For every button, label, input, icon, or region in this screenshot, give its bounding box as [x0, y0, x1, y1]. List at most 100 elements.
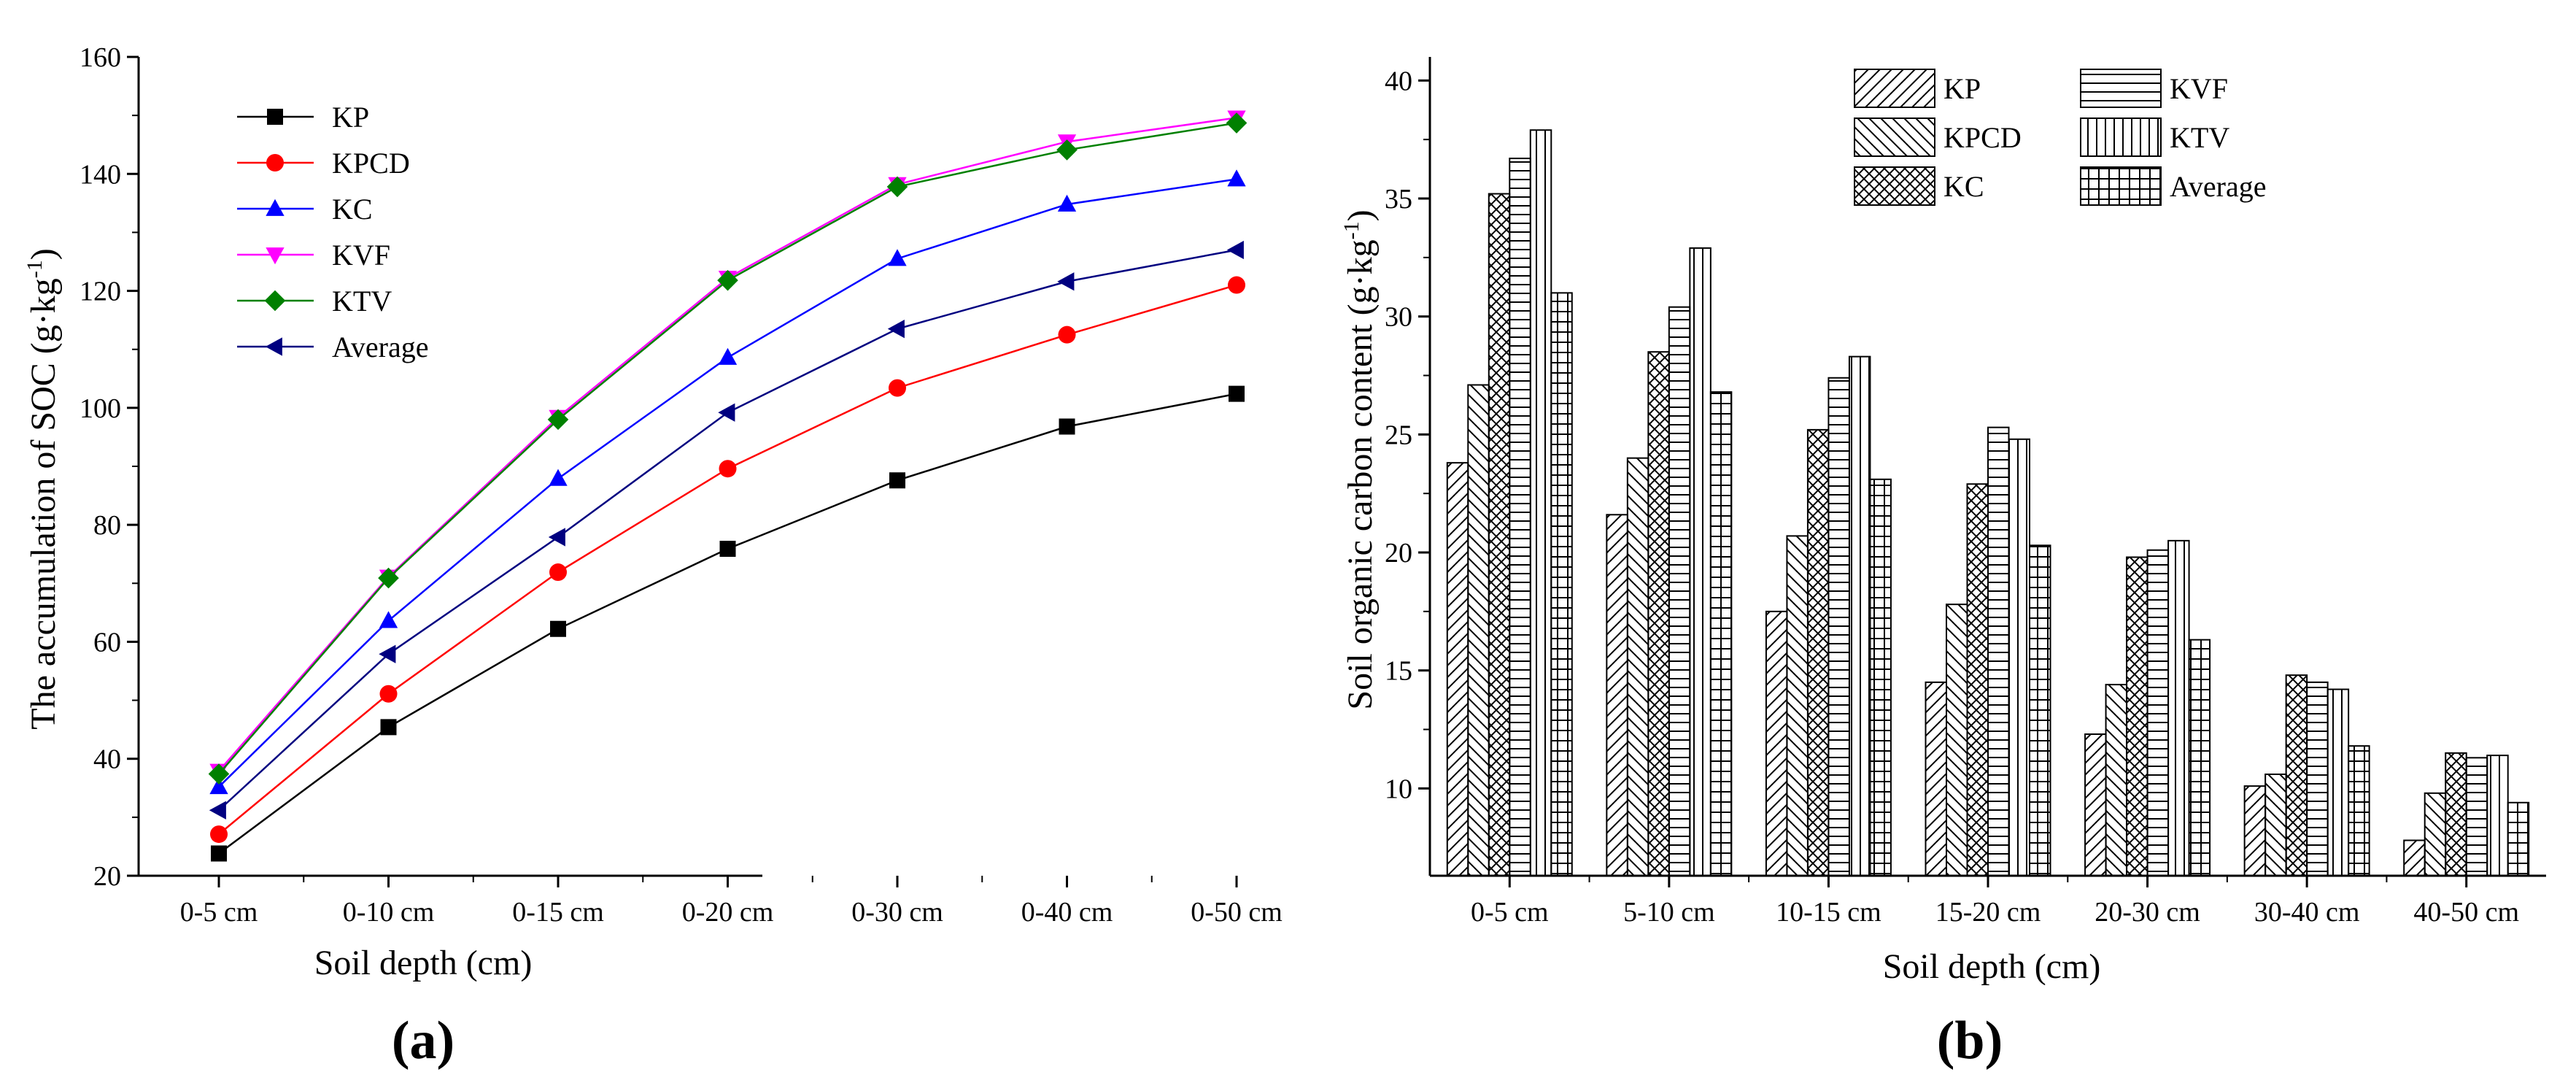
- bar-average: [2348, 745, 2370, 876]
- data-point-kc: [1227, 169, 1246, 187]
- chart-b-x-tick-label: 30-40 cm: [2254, 897, 2360, 928]
- legend-marker-kc: [266, 199, 285, 216]
- data-point-kp: [889, 472, 905, 489]
- bar-kp: [1446, 462, 1469, 876]
- chart-a-x-tick-label: 0-15 cm: [512, 897, 604, 928]
- chart-b-y-tick-label: 20: [1385, 538, 1412, 569]
- chart-b-panel-label: (b): [1937, 1011, 2003, 1071]
- chart-a-y-axis-title: The accumulation of SOC (g·kg-1): [23, 248, 63, 730]
- data-point-kpcd: [889, 379, 906, 397]
- chart-b-marks: [1446, 129, 2530, 877]
- legend-label-average: Average: [2170, 170, 2267, 203]
- data-point-kp: [1059, 418, 1075, 435]
- legend-swatch-kp: [1854, 69, 1935, 108]
- data-point-kc: [1057, 194, 1077, 212]
- data-point-average: [887, 320, 905, 339]
- bar-kc: [2285, 674, 2308, 876]
- chart-a-y-tick-label: 100: [80, 393, 121, 424]
- bar-ktv: [2486, 755, 2509, 876]
- data-point-kp: [550, 620, 566, 637]
- chart-a-y-tick-label: 60: [93, 627, 121, 658]
- data-point-kc: [888, 249, 907, 266]
- legend-label-kp: KP: [332, 101, 369, 134]
- data-point-ktv: [717, 269, 738, 291]
- bar-kpcd: [2264, 773, 2287, 876]
- chart-b-x-tick-label: 0-5 cm: [1471, 897, 1549, 928]
- bar-kvf: [1509, 158, 1531, 876]
- data-point-average: [548, 528, 565, 547]
- bar-kp: [1765, 610, 1788, 876]
- legend-marker-kp: [267, 109, 283, 125]
- bar-ktv: [1529, 129, 1552, 876]
- data-point-kc: [549, 469, 568, 486]
- chart-b-x-tick-label: 15-20 cm: [1935, 897, 2041, 928]
- data-point-kc: [209, 776, 228, 795]
- bar-average: [1550, 292, 1573, 876]
- data-point-kp: [719, 541, 736, 558]
- bar-kp: [2403, 839, 2426, 876]
- chart-b-legend: KP KPCD KC KVF KTV Average: [1854, 69, 2267, 206]
- chart-a-y-tick-label: 140: [80, 159, 121, 190]
- bar-average: [1869, 478, 1892, 876]
- bar-kp: [1606, 514, 1628, 876]
- chart-a-x-tick-label: 0-10 cm: [343, 897, 435, 928]
- legend-label-kc: KC: [1943, 170, 1984, 203]
- legend-marker-average: [265, 337, 282, 356]
- data-point-kc: [718, 347, 738, 365]
- chart-b-y-tick-label: 40: [1385, 66, 1412, 96]
- legend-swatch-kpcd: [1854, 117, 1935, 157]
- bar-kvf: [2465, 757, 2488, 876]
- data-point-kpcd: [549, 563, 567, 582]
- chart-a-y-tick-label: 120: [80, 277, 121, 307]
- bar-kp: [2243, 785, 2267, 876]
- bar-kpcd: [2424, 792, 2447, 876]
- legend-marker-kpcd: [266, 154, 284, 171]
- bar-kp: [2084, 733, 2107, 877]
- bar-average: [2029, 544, 2051, 876]
- bar-ktv: [2326, 688, 2350, 876]
- bar-kpcd: [1626, 457, 1649, 876]
- data-point-kpcd: [1058, 325, 1076, 344]
- data-point-average: [1057, 272, 1075, 291]
- bar-average: [1709, 391, 1733, 876]
- chart-b-y-axis-title: Soil organic carbon content (g·kg-1): [1339, 209, 1380, 709]
- bar-kc: [2126, 556, 2148, 877]
- legend-swatch-kc: [1854, 166, 1935, 206]
- chart-a-legend: KP KPCD KC KVF KTV Average: [237, 101, 429, 363]
- data-point-average: [379, 644, 396, 663]
- bar-ktv: [2167, 539, 2190, 876]
- legend-swatch-average: [2080, 166, 2162, 206]
- legend-label-kp: KP: [1943, 72, 1981, 105]
- bar-ktv: [1848, 355, 1871, 877]
- data-point-ktv: [1056, 139, 1078, 161]
- chart-b-y-tick-label: 15: [1385, 656, 1412, 687]
- legend-label-kvf: KVF: [2170, 72, 2228, 105]
- data-point-ktv: [378, 567, 399, 589]
- bar-kpcd: [1946, 604, 1968, 877]
- data-point-ktv: [547, 409, 569, 431]
- bar-kc: [1966, 483, 1989, 876]
- bar-kc: [2445, 752, 2467, 877]
- bar-kc: [1806, 428, 1830, 876]
- legend-marker-kvf: [266, 247, 285, 265]
- legend-label-kc: KC: [332, 193, 373, 226]
- chart-a-y-tick-label: 20: [93, 861, 121, 892]
- legend-label-kpcd: KPCD: [332, 147, 410, 180]
- bar-average: [2188, 639, 2211, 876]
- chart-a-y-tick-label: 160: [80, 42, 121, 73]
- data-point-kpcd: [1228, 276, 1245, 294]
- bar-kvf: [1987, 426, 2010, 876]
- bar-kpcd: [1786, 535, 1809, 876]
- bar-ktv: [1689, 247, 1711, 876]
- bar-kc: [1647, 351, 1670, 877]
- legend-marker-ktv: [264, 290, 286, 312]
- data-point-average: [1226, 240, 1244, 260]
- chart-b-y-tick-label: 25: [1385, 420, 1412, 450]
- chart-a-panel-label: (a): [392, 1011, 455, 1071]
- legend-swatch-kvf: [2080, 69, 2162, 108]
- bar-kvf: [2306, 681, 2329, 876]
- bar-kc: [1488, 193, 1511, 877]
- chart-a-x-tick-label: 0-5 cm: [180, 897, 258, 928]
- bar-average: [2507, 801, 2530, 876]
